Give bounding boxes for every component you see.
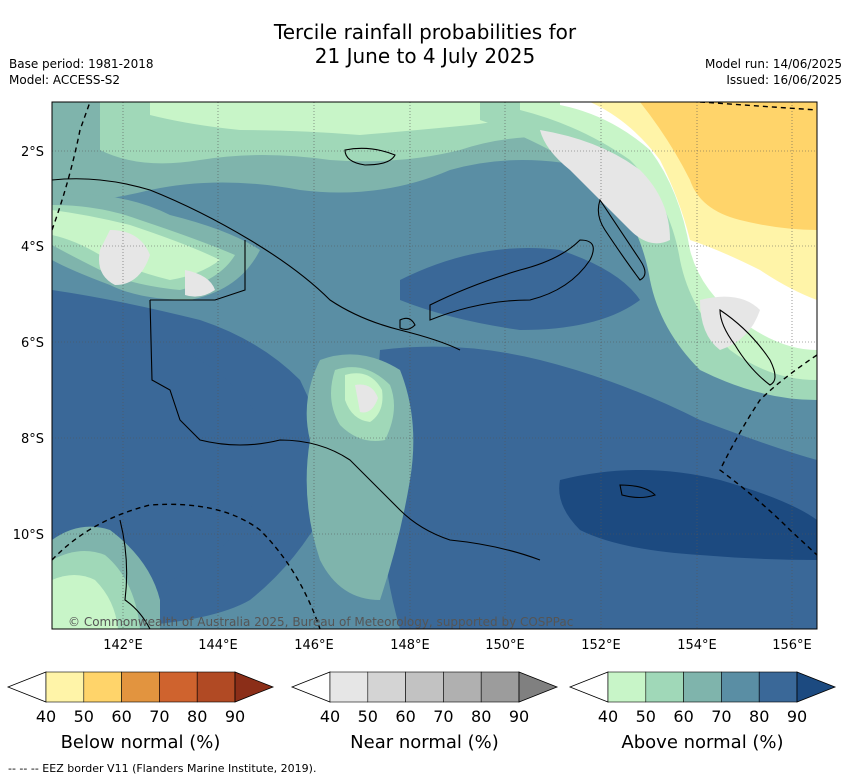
- colorbar-segment: [329, 671, 369, 703]
- colorbar-tick: 70: [149, 707, 169, 726]
- colorbar-segment: [480, 671, 520, 703]
- zone-near-40-central: [355, 384, 378, 413]
- lat-label: 2°S: [21, 145, 44, 160]
- colorbar-under-arrow: [568, 671, 609, 703]
- colorbar-label: Near normal (%): [350, 732, 499, 753]
- colorbar-segment: [367, 671, 406, 703]
- colorbar-tick: 80: [187, 707, 207, 726]
- lat-label: 6°S: [21, 336, 44, 351]
- lat-labels: 2°S 4°S 6°S 8°S 10°S: [13, 145, 44, 543]
- colorbar-over-arrow: [518, 671, 559, 703]
- new-britain: [429, 239, 594, 321]
- lon-label: 152°E: [581, 638, 621, 653]
- colorbar-under-arrow: [290, 671, 331, 703]
- zone-near-40-west: [99, 230, 150, 285]
- colorbar-under-arrow: [6, 671, 47, 703]
- colorbar-tick: 90: [225, 707, 245, 726]
- png-north-coast: [52, 178, 461, 351]
- colorbar-tick: 90: [787, 707, 807, 726]
- zone-near-40-west-small: [185, 270, 215, 297]
- colorbar-segment: [159, 671, 198, 703]
- issued-date: Issued: 16/06/2025: [726, 73, 842, 87]
- eez-northeast: [699, 102, 817, 111]
- colorbar-segment: [721, 671, 760, 703]
- zone-above-90-east: [559, 470, 817, 560]
- colorbar-near-normal: 40 50 60 70 80 90 Near normal (%): [290, 671, 559, 753]
- colorbar-label: Above normal (%): [621, 732, 783, 753]
- eez-legend: -- -- -- EEZ border V11 (Flanders Marine…: [8, 762, 317, 775]
- colorbar-tick: 70: [711, 707, 731, 726]
- colorbar-label: Below normal (%): [61, 732, 221, 753]
- colorbar-segment: [683, 671, 722, 703]
- colorbar-tick: 50: [358, 707, 378, 726]
- map-title-line1: Tercile rainfall probabilities for: [273, 20, 577, 44]
- cape-york-coast: [119, 519, 151, 629]
- lon-label: 146°E: [294, 638, 334, 653]
- lon-label: 144°E: [198, 638, 238, 653]
- probability-field: [52, 102, 817, 629]
- colorbar-tick: 50: [636, 707, 656, 726]
- colorbar-segment: [196, 671, 236, 703]
- zone-near-40-northeast: [540, 130, 670, 244]
- coastlines: [52, 147, 776, 629]
- lat-label: 10°S: [13, 528, 44, 543]
- model-run: Model run: 14/06/2025: [704, 57, 842, 71]
- manus-island: [344, 147, 396, 166]
- colorbar-tick: 80: [749, 707, 769, 726]
- colorbar-segment: [83, 671, 122, 703]
- eez-east: [719, 354, 817, 556]
- eez-west: [52, 102, 91, 231]
- colorbar-segment: [758, 671, 798, 703]
- colorbar-over-arrow: [796, 671, 837, 703]
- colorbar-segment: [443, 671, 482, 703]
- colorbar-tick: 90: [509, 707, 529, 726]
- colorbar-segment: [45, 671, 85, 703]
- map-frame: [51, 101, 818, 630]
- map-title-line2: 21 June to 4 July 2025: [314, 44, 536, 68]
- colorbar-segment: [121, 671, 160, 703]
- colorbar-tick: 50: [74, 707, 94, 726]
- zone-near-40-east: [700, 296, 760, 350]
- zone-above-40-southwest: [52, 575, 118, 629]
- base-period: Base period: 1981-2018: [9, 57, 154, 71]
- lat-label: 4°S: [21, 240, 44, 255]
- colorbar-tick: 70: [433, 707, 453, 726]
- lon-labels: 142°E 144°E 146°E 148°E 150°E 152°E 154°…: [103, 638, 812, 653]
- colorbar-segment: [405, 671, 444, 703]
- lon-label: 142°E: [103, 638, 143, 653]
- bougainville: [719, 308, 776, 386]
- zone-below-50-northeast: [640, 102, 817, 230]
- small-island: [399, 317, 416, 331]
- lon-label: 156°E: [772, 638, 812, 653]
- graticule: [52, 102, 817, 629]
- colorbar-tick: 60: [111, 707, 131, 726]
- copyright-text: © Commonwealth of Australia 2025, Bureau…: [68, 615, 573, 629]
- eez-south: [52, 503, 321, 629]
- louisiade-island: [619, 484, 657, 499]
- model-name: Model: ACCESS-S2: [9, 73, 121, 87]
- colorbar-tick: 40: [36, 707, 56, 726]
- colorbar-over-arrow: [234, 671, 275, 703]
- colorbar-tick: 40: [320, 707, 340, 726]
- lon-label: 154°E: [677, 638, 717, 653]
- border-line: [150, 240, 246, 301]
- eez-borders: [52, 102, 817, 629]
- colorbar-tick: 60: [395, 707, 415, 726]
- new-ireland: [597, 198, 646, 281]
- colorbar-segment: [645, 671, 684, 703]
- lon-label: 150°E: [485, 638, 525, 653]
- colorbar-tick: 60: [673, 707, 693, 726]
- colorbar-segment: [607, 671, 647, 703]
- png-south-coast: [149, 299, 541, 561]
- lon-label: 148°E: [390, 638, 430, 653]
- lat-label: 8°S: [21, 432, 44, 447]
- colorbar-tick: 40: [598, 707, 618, 726]
- colorbar-tick: 80: [471, 707, 491, 726]
- zone-above-40-north: [150, 102, 560, 135]
